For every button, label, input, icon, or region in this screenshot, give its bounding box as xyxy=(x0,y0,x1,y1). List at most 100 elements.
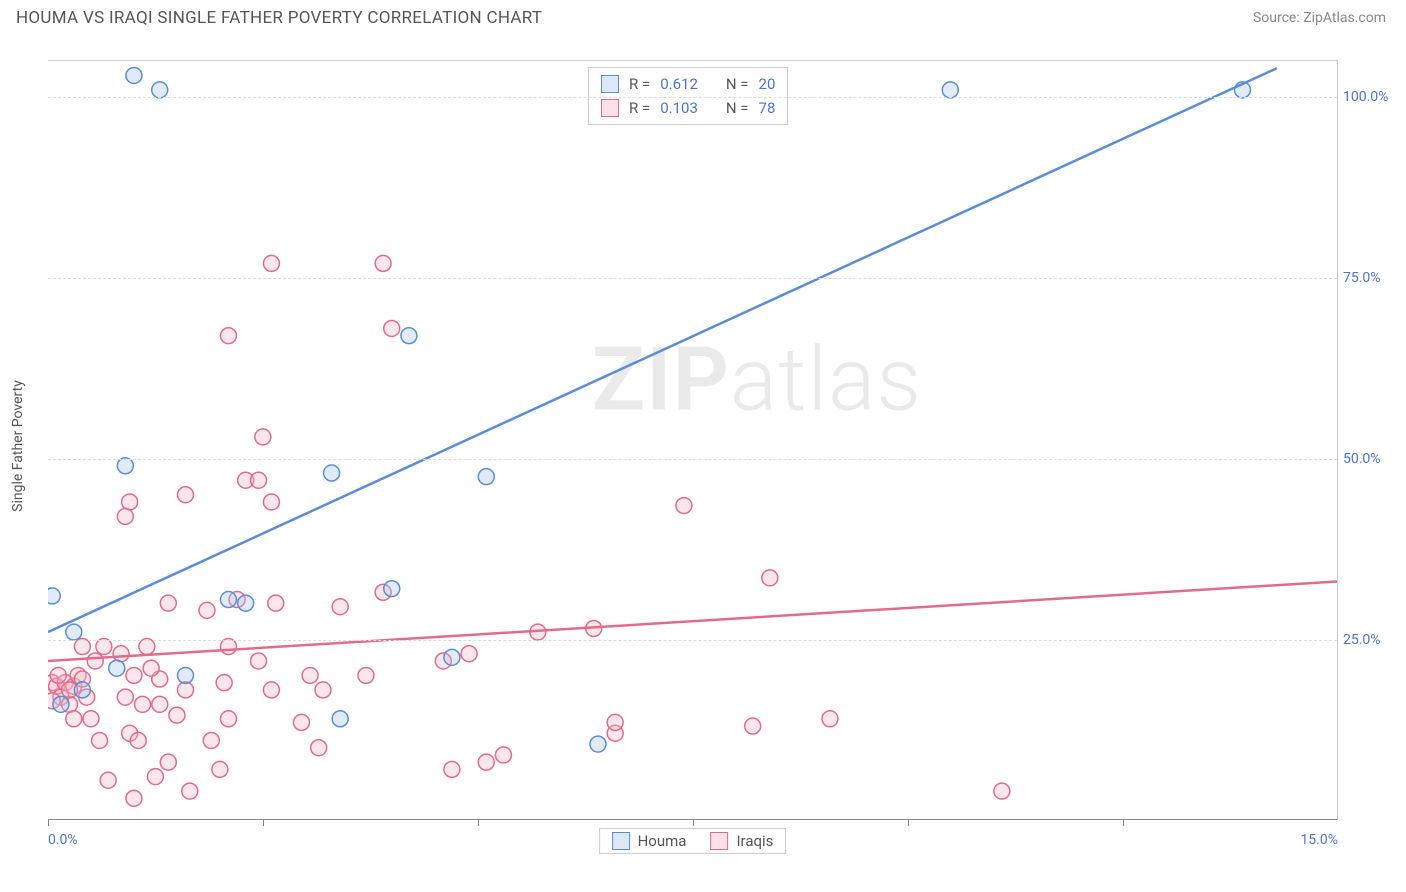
data-point xyxy=(100,772,116,788)
data-point xyxy=(251,653,267,669)
legend-label: Houma xyxy=(638,832,687,850)
data-point xyxy=(478,469,494,485)
data-point xyxy=(384,320,400,336)
data-point xyxy=(152,696,168,712)
data-point xyxy=(311,740,327,756)
x-tick xyxy=(1123,820,1124,826)
stat-r-value: 0.103 xyxy=(660,96,698,120)
gridline xyxy=(48,97,1337,98)
data-point xyxy=(268,595,284,611)
data-point xyxy=(444,761,460,777)
data-point xyxy=(126,67,142,83)
chart-svg xyxy=(48,61,1337,820)
data-point xyxy=(92,732,108,748)
legend-swatch xyxy=(601,99,619,117)
data-point xyxy=(220,592,236,608)
y-tick-label: 75.0% xyxy=(1343,270,1399,286)
data-point xyxy=(461,646,477,662)
data-point xyxy=(238,595,254,611)
data-point xyxy=(332,599,348,615)
bottom-legend: Houma Iraqis xyxy=(599,828,787,854)
legend-item: Houma xyxy=(612,832,687,850)
x-tick-label: 0.0% xyxy=(48,832,78,848)
data-point xyxy=(212,761,228,777)
data-point xyxy=(942,82,958,98)
data-point xyxy=(332,711,348,727)
data-point xyxy=(53,696,69,712)
x-tick xyxy=(48,820,49,826)
data-point xyxy=(122,494,138,510)
stat-n-value: 78 xyxy=(759,96,776,120)
y-tick-label: 50.0% xyxy=(1343,451,1399,467)
stat-r-label: R = xyxy=(629,96,650,120)
data-point xyxy=(762,570,778,586)
data-point xyxy=(384,581,400,597)
data-point xyxy=(607,714,623,730)
x-tick xyxy=(478,820,479,826)
data-point xyxy=(263,682,279,698)
data-point xyxy=(147,769,163,785)
legend-swatch xyxy=(601,75,619,93)
data-point xyxy=(263,494,279,510)
data-point xyxy=(160,595,176,611)
y-tick-label: 100.0% xyxy=(1343,89,1399,105)
data-point xyxy=(255,429,271,445)
legend-label: Iraqis xyxy=(736,832,773,850)
stat-n-value: 20 xyxy=(759,72,776,96)
legend-item: Iraqis xyxy=(710,832,773,850)
data-point xyxy=(66,711,82,727)
stats-row: R = 0.612 N = 20 xyxy=(601,72,775,96)
data-point xyxy=(216,675,232,691)
x-tick-label: 15.0% xyxy=(1300,832,1338,848)
data-point xyxy=(177,487,193,503)
data-point xyxy=(50,667,66,683)
data-point xyxy=(199,602,215,618)
legend-swatch xyxy=(710,832,728,850)
data-point xyxy=(126,790,142,806)
data-point xyxy=(169,707,185,723)
data-point xyxy=(324,465,340,481)
data-point xyxy=(126,667,142,683)
data-point xyxy=(117,458,133,474)
trend-line xyxy=(48,68,1277,632)
scatter-chart: ZIPatlas R =0.612N =20R =0.103N =78 Houm… xyxy=(48,60,1338,820)
chart-title: HOUMA VS IRAQI SINGLE FATHER POVERTY COR… xyxy=(16,8,542,28)
stat-r-value: 0.612 xyxy=(660,72,698,96)
gridline xyxy=(48,640,1337,641)
stat-n-label: N = xyxy=(726,96,749,120)
data-point xyxy=(83,711,99,727)
stat-r-label: R = xyxy=(629,72,650,96)
data-point xyxy=(182,783,198,799)
data-point xyxy=(251,472,267,488)
source-label: Source: ZipAtlas.com xyxy=(1253,10,1386,26)
data-point xyxy=(177,682,193,698)
data-point xyxy=(294,714,310,730)
legend-swatch xyxy=(612,832,630,850)
data-point xyxy=(113,646,129,662)
data-point xyxy=(48,588,60,604)
data-point xyxy=(375,255,391,271)
stat-n-label: N = xyxy=(726,72,749,96)
data-point xyxy=(74,682,90,698)
data-point xyxy=(994,783,1010,799)
data-point xyxy=(590,736,606,752)
data-point xyxy=(478,754,494,770)
data-point xyxy=(220,328,236,344)
data-point xyxy=(220,711,236,727)
data-point xyxy=(745,718,761,734)
data-point xyxy=(203,732,219,748)
data-point xyxy=(315,682,331,698)
data-point xyxy=(109,660,125,676)
data-point xyxy=(143,660,159,676)
stats-row: R = 0.103 N = 78 xyxy=(601,96,775,120)
data-point xyxy=(822,711,838,727)
data-point xyxy=(130,732,146,748)
x-tick xyxy=(693,820,694,826)
gridline xyxy=(48,459,1337,460)
stats-box: R = 0.612 N = 20 R = 0.103 N = 78 xyxy=(588,67,788,125)
data-point xyxy=(87,653,103,669)
data-point xyxy=(263,255,279,271)
data-point xyxy=(135,696,151,712)
data-point xyxy=(66,624,82,640)
data-point xyxy=(444,649,460,665)
